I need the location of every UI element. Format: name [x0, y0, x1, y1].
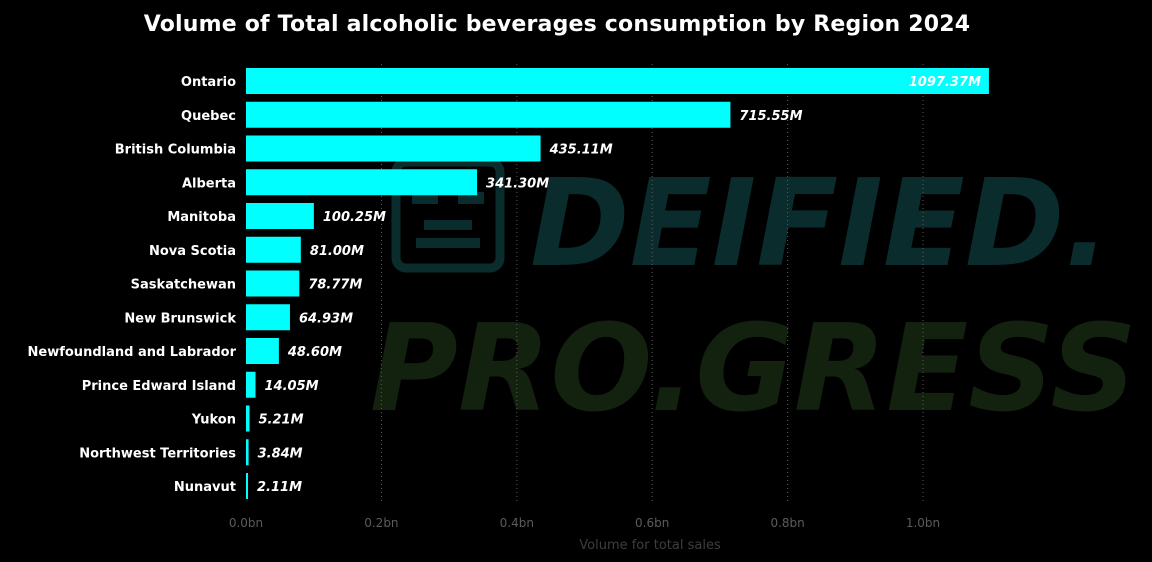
- category-labels: Ontario Quebec British Columbia Alberta Mani…: [28, 75, 237, 495]
- bar[interactable]: [246, 405, 250, 432]
- value-label: 2.11M: [257, 480, 302, 495]
- value-label: 64.93M: [299, 311, 353, 326]
- category-label: Nunavut: [174, 480, 236, 495]
- x-tick-label: 0.0bn: [229, 516, 263, 530]
- watermark: DEIFIED. PRO.GRESS: [370, 148, 1137, 439]
- value-labels: 1097.37M 715.55M 435.11M 341.30M 100.25M 81.0…: [257, 75, 981, 495]
- value-label: 435.11M: [549, 143, 613, 158]
- chart-title: Volume of Total alcoholic beverages cons…: [143, 12, 971, 37]
- watermark-line1: DEIFIED.: [530, 155, 1110, 294]
- bar[interactable]: [246, 101, 731, 128]
- category-label: Northwest Territories: [79, 446, 236, 461]
- value-label: 81.00M: [310, 244, 364, 259]
- bar[interactable]: [246, 304, 290, 331]
- bar[interactable]: [246, 236, 301, 263]
- bar[interactable]: [246, 68, 989, 94]
- bar[interactable]: [246, 203, 314, 229]
- value-label: 78.77M: [308, 278, 362, 293]
- x-tick-label: 0.6bn: [635, 516, 669, 530]
- bar[interactable]: [246, 371, 256, 398]
- category-label: Alberta: [182, 176, 236, 191]
- x-axis-ticks: 0.0bn 0.2bn 0.4bn 0.6bn 0.8bn 1.0bn: [229, 516, 940, 530]
- value-label: 715.55M: [739, 109, 802, 124]
- value-label: 1097.37M: [909, 75, 981, 90]
- value-label: 14.05M: [265, 379, 319, 394]
- value-label: 100.25M: [323, 210, 386, 225]
- x-tick-label: 0.8bn: [770, 516, 804, 530]
- watermark-line2: PRO.GRESS: [370, 300, 1137, 439]
- value-label: 341.30M: [486, 176, 549, 191]
- x-tick-label: 1.0bn: [906, 516, 940, 530]
- category-label: British Columbia: [115, 143, 236, 158]
- bar[interactable]: [246, 270, 300, 297]
- category-label: Manitoba: [167, 210, 236, 225]
- category-label: Saskatchewan: [131, 278, 236, 293]
- bar[interactable]: [246, 439, 249, 466]
- bar[interactable]: [246, 473, 248, 499]
- category-label: Quebec: [181, 109, 236, 124]
- value-label: 3.84M: [258, 446, 303, 461]
- category-label: Yukon: [191, 413, 236, 428]
- value-label: 5.21M: [259, 413, 304, 428]
- category-label: Ontario: [181, 75, 236, 90]
- value-label: 48.60M: [287, 345, 342, 360]
- category-label: Prince Edward Island: [82, 379, 236, 394]
- category-label: New Brunswick: [124, 311, 236, 326]
- bar[interactable]: [246, 169, 478, 196]
- category-label: Nova Scotia: [149, 244, 236, 259]
- x-tick-label: 0.2bn: [364, 516, 398, 530]
- bar[interactable]: [246, 135, 541, 162]
- x-axis-title: Volume for total sales: [579, 538, 721, 553]
- category-label: Newfoundland and Labrador: [28, 345, 237, 360]
- bars: [246, 68, 989, 499]
- bar[interactable]: [246, 338, 279, 364]
- watermark-mask-icon: [391, 148, 505, 273]
- x-tick-label: 0.4bn: [500, 516, 534, 530]
